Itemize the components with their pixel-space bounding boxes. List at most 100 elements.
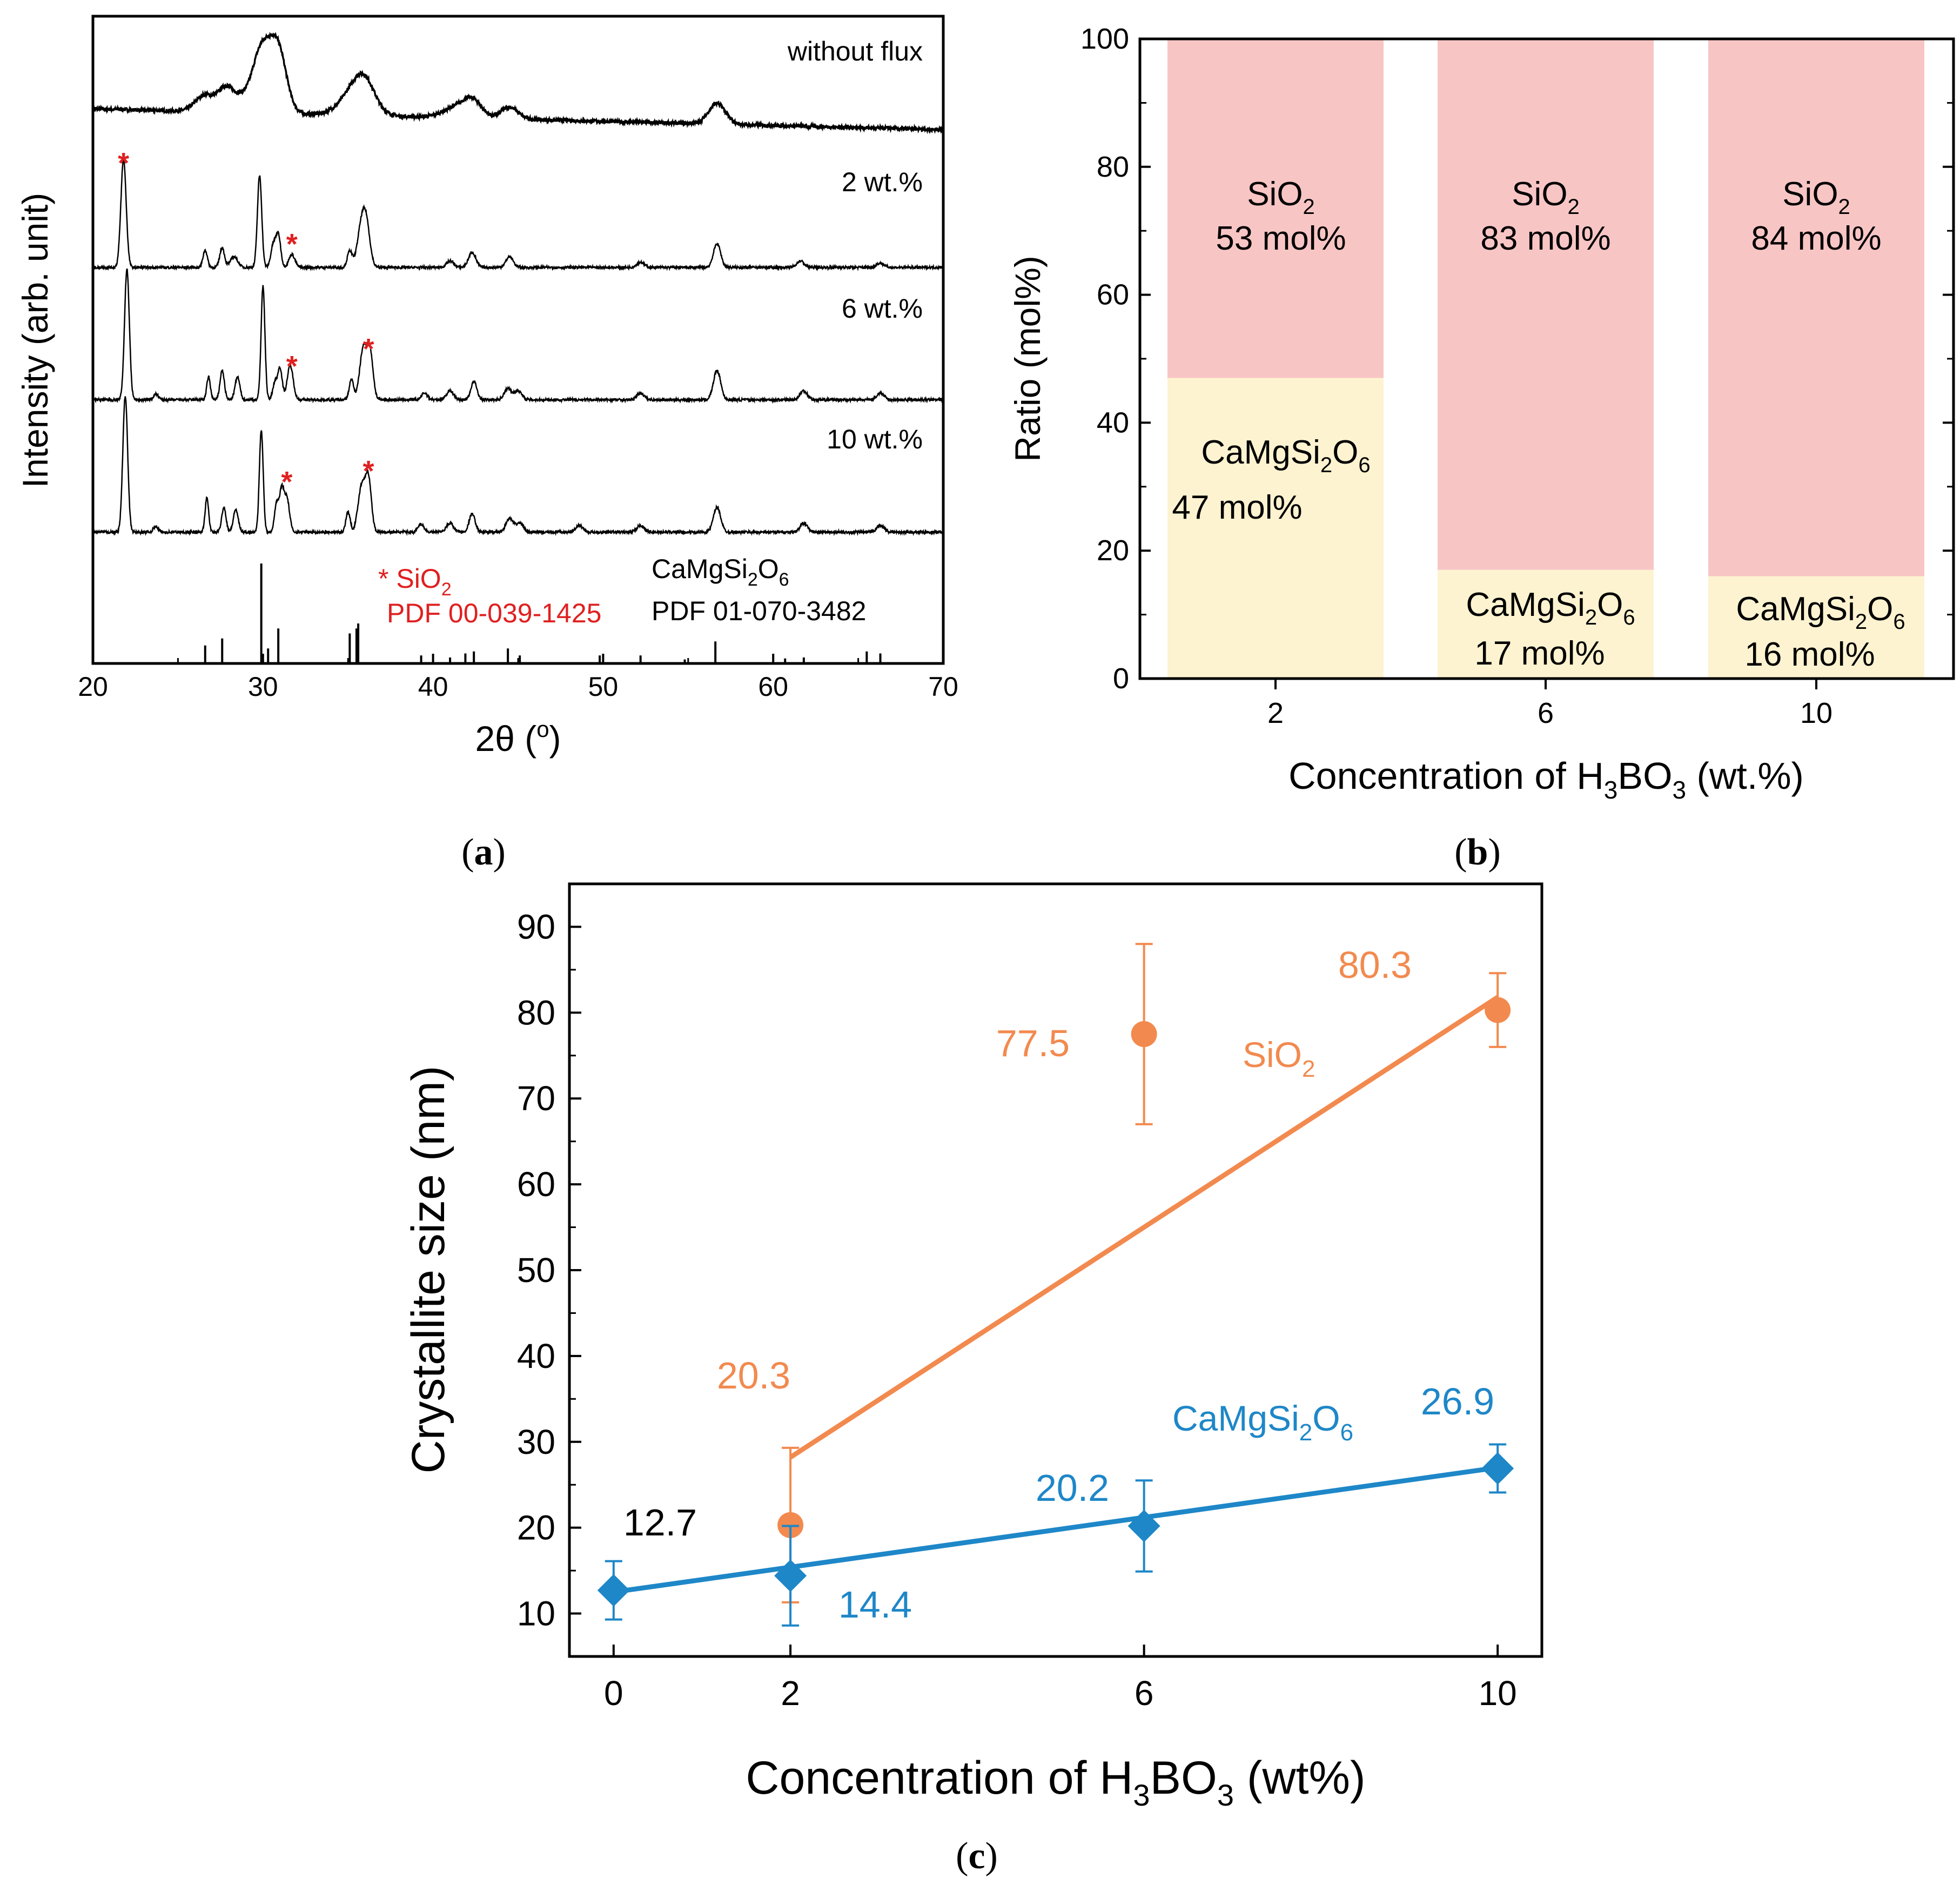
panel-b-label: (b) <box>1454 831 1501 873</box>
panel-a-label: (a) <box>461 831 506 873</box>
xrd-curve-3 <box>92 396 944 536</box>
sio2-value-label: 80.3 <box>1338 944 1412 986</box>
camgsio-mol-label: 16 mol% <box>1744 636 1875 673</box>
sio2-star: * <box>118 147 129 179</box>
panel-c-x-tick-label: 10 <box>1479 1674 1517 1713</box>
sio2-value-label: 77.5 <box>996 1022 1070 1064</box>
panel-a-curves <box>92 31 944 536</box>
point-camgsio <box>774 1559 807 1592</box>
bar-sio2 <box>1167 39 1384 378</box>
sio2-star: * <box>281 466 292 498</box>
point-camgsio <box>597 1574 630 1607</box>
panel-a-x-axis-label: 2θ (o) <box>475 716 561 759</box>
panel-c-x-tick-label: 6 <box>1135 1674 1154 1713</box>
panel-a-x-tick-label: 70 <box>928 672 958 702</box>
panel-c-crystallite-chart: 10 20 30 40 50 60 70 80 90 0 2 6 10 20.3 77.5 80.3 12.7… <box>402 882 1543 1877</box>
panel-c-x-axis-label: Concentration of H3BO3 (wt%) <box>746 1752 1365 1812</box>
panel-b-x-tick-label: 10 <box>1800 697 1833 729</box>
sio2-mol-label: 83 mol% <box>1480 220 1610 257</box>
panel-c-y-tick-label: 30 <box>517 1423 555 1461</box>
sio2-value-label: 20.3 <box>717 1354 790 1397</box>
panel-c-frame <box>568 882 1543 1658</box>
fit-line-camgsio <box>613 1465 1498 1595</box>
panel-b-y-axis-label: Ratio (mol%) <box>1008 256 1048 461</box>
sio2-formula-label: SiO2 <box>1782 176 1850 219</box>
series-label-sio2: SiO2 <box>1243 1035 1315 1082</box>
panel-c-y-tick-label: 60 <box>517 1165 555 1204</box>
panel-a-y-axis-label: Intensity (arb. unit) <box>15 193 55 488</box>
sio2-star: * <box>286 228 298 260</box>
curve-label: 2 wt.% <box>842 167 923 197</box>
point-camgsio <box>1481 1452 1514 1485</box>
camgsio-mol-label: 17 mol% <box>1474 635 1605 672</box>
point-camgsio <box>1127 1509 1160 1542</box>
sio2-pdf-label: PDF 00-039-1425 <box>387 598 601 628</box>
camgsio-value-label: 14.4 <box>838 1584 912 1626</box>
curve-label: without flux <box>787 36 923 66</box>
sio2-star: * <box>363 455 374 487</box>
sio2-star: * <box>286 350 298 383</box>
panel-c-y-axis-label: Crystallite size (nm) <box>402 1066 454 1474</box>
panel-a-x-tick-label: 50 <box>588 672 619 702</box>
panel-b-y-tick-label: 60 <box>1097 279 1129 311</box>
panel-c-data-labels: 20.3 77.5 80.3 12.7 14.4 20.2 26.9 <box>623 944 1494 1626</box>
bar-sio2 <box>1438 39 1654 570</box>
camgsio-formula-label: CaMgSi2O6 <box>1201 434 1370 477</box>
xrd-curve-2 <box>92 268 944 404</box>
point-sio2 <box>1131 1021 1157 1048</box>
panel-b-bars <box>1167 39 1924 679</box>
xrd-curve-1 <box>92 158 944 272</box>
panel-a-x-tick-label: 20 <box>78 672 108 702</box>
camgsio-pdf-label: PDF 01-070-3482 <box>652 596 866 626</box>
panel-c-data <box>597 943 1514 1627</box>
sio2-star: * <box>363 333 374 365</box>
panel-c-x-tick-label: 2 <box>781 1674 800 1713</box>
bar-sio2 <box>1708 39 1924 576</box>
panel-a-x-tick-label: 60 <box>758 672 788 702</box>
panel-b-y-tick-label: 40 <box>1097 406 1129 439</box>
bar-camgsio <box>1708 576 1924 679</box>
panel-c-y-tick-label: 40 <box>517 1337 555 1376</box>
camgsio-value-label: 26.9 <box>1421 1380 1494 1423</box>
panel-b-y-tick-label: 100 <box>1080 23 1129 55</box>
panel-a-x-tick-label: 40 <box>418 672 448 702</box>
panel-c-y-tick-label: 50 <box>517 1251 555 1290</box>
series-label-camgsio: CaMgSi2O6 <box>1172 1398 1353 1446</box>
sio2-mol-label: 84 mol% <box>1751 220 1881 257</box>
panel-b-x-tick-label: 6 <box>1538 697 1554 729</box>
camgsio-formula-label: CaMgSi2O6 <box>1466 586 1635 629</box>
panel-c-ticks: 10 20 30 40 50 60 70 80 90 0 2 6 10 <box>517 907 1517 1713</box>
panel-a-curve-labels: without flux 2 wt.% 6 wt.% 10 wt.% <box>787 36 923 454</box>
panel-c-y-tick-label: 80 <box>517 993 555 1032</box>
panel-c-y-tick-label: 20 <box>517 1508 555 1547</box>
panel-a-x-tick-label: 30 <box>248 672 278 702</box>
camgsio-ref-formula: CaMgSi2O6 <box>652 554 789 590</box>
panel-a-x-ticks: 20 30 40 50 60 70 <box>78 654 958 702</box>
xrd-curve-0 <box>92 31 944 135</box>
fit-line-sio2 <box>789 995 1499 1460</box>
panel-c-y-tick-label: 70 <box>517 1079 555 1118</box>
panel-a-xrd-chart: 20 30 40 50 60 70 without flux 2 wt.% 6 wt.% 10 … <box>15 15 958 873</box>
panel-b-ticks: 0 20 40 60 80 100 2 6 10 <box>1080 23 1954 729</box>
curve-label: 10 wt.% <box>827 424 923 454</box>
point-sio2 <box>1485 997 1511 1023</box>
panel-b-y-tick-label: 20 <box>1097 534 1129 567</box>
panel-b-x-tick-label: 2 <box>1267 697 1284 729</box>
panel-a-sio2-markers: * * * * * * <box>118 147 374 498</box>
camgsio-mol-label: 47 mol% <box>1172 489 1302 526</box>
panel-c-y-tick-label: 90 <box>517 907 555 946</box>
panel-b-y-tick-label: 80 <box>1097 151 1129 183</box>
camgsio-formula-label: CaMgSi2O6 <box>1736 591 1905 634</box>
sio2-formula-label: SiO2 <box>1247 176 1315 219</box>
camgsio-value-label: 20.2 <box>1036 1467 1109 1509</box>
bar-camgsio <box>1438 569 1654 679</box>
sio2-formula-label: SiO2 <box>1512 176 1580 219</box>
panel-b-x-axis-label: Concentration of H3BO3 (wt.%) <box>1288 755 1804 804</box>
panel-c-label: (c) <box>956 1835 998 1877</box>
curve-label: 6 wt.% <box>842 293 923 324</box>
sio2-mol-label: 53 mol% <box>1216 220 1346 257</box>
panel-b-y-tick-label: 0 <box>1113 662 1129 695</box>
